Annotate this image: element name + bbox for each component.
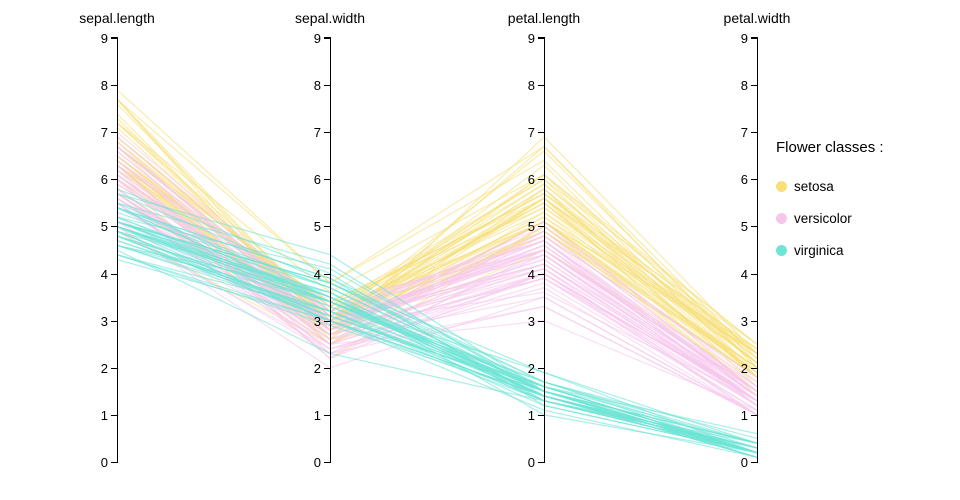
axis-tick-label: 7 bbox=[101, 125, 108, 140]
legend-label-versicolor: versicolor bbox=[794, 210, 852, 226]
data-line bbox=[116, 178, 758, 388]
axis-title-petal-length: petal.length bbox=[507, 10, 581, 26]
data-line bbox=[116, 160, 758, 359]
axis-tick-label: 7 bbox=[314, 125, 321, 140]
axis-tick-label: 9 bbox=[528, 31, 535, 46]
axis-tick-label: 9 bbox=[101, 31, 108, 46]
axis-tick-label: 8 bbox=[528, 78, 535, 93]
axis-tick-label: 8 bbox=[741, 78, 748, 93]
axis-sepal.width: 0 1 2 3 4 5 6 7 8 9 bbox=[314, 31, 331, 470]
axis-tick-label: 8 bbox=[101, 78, 108, 93]
data-line bbox=[116, 98, 758, 359]
axis-tick-label: 4 bbox=[528, 267, 535, 282]
cyan-group-lines bbox=[116, 188, 758, 458]
axis-tick-label: 6 bbox=[741, 172, 748, 187]
axis-tick-label: 0 bbox=[528, 455, 535, 470]
axis-tick-label: 5 bbox=[101, 219, 108, 234]
versicolor-color-dot-icon bbox=[776, 212, 787, 224]
axis-tick-label: 2 bbox=[314, 361, 321, 376]
setosa-color-dot-icon bbox=[776, 180, 787, 192]
axis-tick-label: 7 bbox=[741, 125, 748, 140]
data-line bbox=[116, 211, 758, 454]
legend: Flower classes : setosa versicolor virgi… bbox=[776, 139, 884, 274]
axis-tick-label: 9 bbox=[314, 31, 321, 46]
axis-tick-label: 2 bbox=[101, 361, 108, 376]
data-line bbox=[116, 98, 758, 369]
axis-tick-label: 1 bbox=[101, 408, 108, 423]
axis-tick-label: 3 bbox=[101, 314, 108, 329]
axis-tick-label: 3 bbox=[528, 314, 535, 329]
legend-item-setosa: setosa bbox=[776, 178, 884, 194]
axis-tick-label: 0 bbox=[741, 455, 748, 470]
axis-tick-label: 8 bbox=[314, 78, 321, 93]
axis-title-sepal-width: sepal.width bbox=[294, 10, 366, 26]
data-line bbox=[116, 221, 758, 454]
axis-tick-label: 5 bbox=[528, 219, 535, 234]
legend-item-versicolor: versicolor bbox=[776, 210, 884, 226]
axis-tick-label: 6 bbox=[314, 172, 321, 187]
axis-tick-label: 6 bbox=[101, 172, 108, 187]
axis-line bbox=[111, 37, 118, 463]
axis-title-petal-width: petal.width bbox=[723, 10, 791, 26]
virginica-color-dot-icon bbox=[776, 244, 787, 256]
data-line bbox=[116, 225, 758, 435]
axis-tick-label: 7 bbox=[528, 125, 535, 140]
axis-tick-label: 0 bbox=[101, 455, 108, 470]
axis-tick-label: 2 bbox=[528, 361, 535, 376]
axis-petal.length: 0 1 2 3 4 5 6 7 8 9 bbox=[528, 31, 545, 470]
data-line bbox=[116, 122, 758, 345]
axis-line bbox=[324, 37, 331, 463]
axis-tick-label: 4 bbox=[101, 267, 108, 282]
axis-tick-label: 1 bbox=[528, 408, 535, 423]
axis-tick-label: 4 bbox=[314, 267, 321, 282]
axis-tick-label: 3 bbox=[741, 314, 748, 329]
axis-tick-label: 9 bbox=[741, 31, 748, 46]
data-line bbox=[116, 225, 758, 454]
legend-label-setosa: setosa bbox=[794, 178, 834, 194]
axis-petal.width: 0 1 2 3 4 5 6 7 8 9 bbox=[741, 31, 758, 470]
axis-sepal.length: 0 1 2 3 4 5 6 7 8 9 bbox=[101, 31, 118, 470]
axis-tick-label: 1 bbox=[741, 408, 748, 423]
legend-label-virginica: virginica bbox=[794, 242, 844, 258]
legend-item-virginica: virginica bbox=[776, 242, 884, 258]
axis-tick-label: 2 bbox=[741, 361, 748, 376]
axis-tick-label: 4 bbox=[741, 267, 748, 282]
axis-tick-label: 1 bbox=[314, 408, 321, 423]
legend-title: Flower classes : bbox=[776, 139, 884, 156]
axis-tick-label: 0 bbox=[314, 455, 321, 470]
axis-tick-label: 3 bbox=[314, 314, 321, 329]
axis-tick-label: 5 bbox=[314, 219, 321, 234]
axis-tick-label: 6 bbox=[528, 172, 535, 187]
axis-tick-label: 5 bbox=[741, 219, 748, 234]
axis-title-sepal-length: sepal.length bbox=[79, 10, 155, 26]
data-line bbox=[116, 254, 758, 454]
